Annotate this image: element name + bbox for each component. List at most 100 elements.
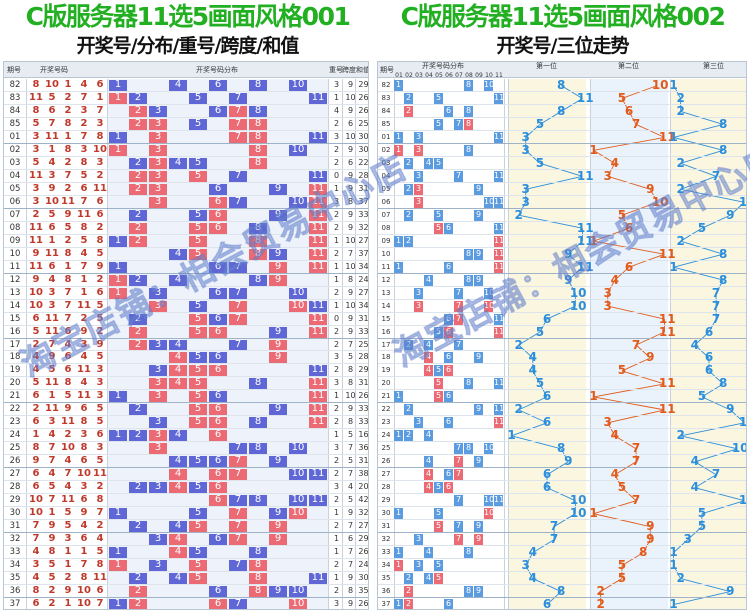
repeat-value: 1 — [333, 92, 340, 102]
period-label: 84 — [381, 106, 391, 115]
distribution-ball: 6 — [444, 352, 453, 364]
draw-number: 6 — [80, 182, 88, 194]
draw-number: 5 — [32, 377, 40, 389]
distribution-ball: 5 — [189, 481, 207, 494]
distribution-ball: 1 — [109, 429, 127, 442]
draw-number: 11 — [45, 312, 59, 324]
draw-number: 3 — [80, 338, 88, 350]
second-position-number: 11 — [658, 324, 676, 339]
distribution-ball: 5 — [189, 92, 207, 104]
distribution-ball: 4 — [169, 339, 187, 351]
period-label: 06 — [9, 196, 21, 207]
draw-number: 6 — [64, 325, 72, 337]
draw-number: 9 — [32, 273, 40, 285]
second-position-line-segment — [593, 240, 665, 255]
repeat-value: 2 — [333, 521, 340, 531]
distribution-ball: 3 — [414, 287, 423, 299]
third-position-number: 2 — [676, 103, 685, 118]
row-separator — [4, 454, 368, 456]
draw-number: 2 — [64, 91, 72, 103]
third-position-line-segment — [680, 578, 731, 592]
draw-number: 2 — [96, 325, 104, 337]
draw-number: 5 — [96, 247, 104, 259]
distribution-ball: 10 — [289, 144, 307, 156]
row-separator — [4, 389, 368, 391]
draw-number: 4 — [48, 429, 56, 441]
repeat-ball: 3 — [149, 390, 167, 403]
distribution-ball: 11 — [494, 196, 505, 208]
repeat-ball: 7 — [229, 520, 247, 533]
distribution-ball: 6 — [209, 183, 227, 195]
sum-value: 26 — [358, 599, 369, 609]
second-position-number: 7 — [631, 116, 641, 131]
draw-number: 7 — [48, 117, 56, 129]
first-position-number: 9 — [564, 272, 573, 287]
distribution-ball: 7 — [454, 521, 463, 533]
distribution-ball: 2 — [129, 572, 147, 585]
draw-number: 9 — [64, 585, 72, 597]
second-position-line-segment — [593, 396, 665, 411]
second-position-number: 1 — [589, 233, 598, 248]
repeat-ball: 3 — [414, 183, 423, 195]
third-position-line-segment — [673, 591, 731, 605]
row-separator — [4, 142, 368, 144]
repeat-ball: 11 — [309, 196, 327, 208]
distribution-ball: 9 — [474, 274, 483, 286]
row-separator — [4, 259, 368, 261]
row-separator — [4, 129, 368, 131]
draw-number: 5 — [48, 91, 56, 103]
repeat-ball: 8 — [249, 118, 267, 130]
draw-number: 11 — [77, 208, 91, 220]
third-position-line-segment — [729, 409, 745, 424]
draw-number: 2 — [64, 234, 72, 246]
distribution-ball: 4 — [169, 429, 187, 442]
repeat-ball: 2 — [129, 183, 147, 195]
row-separator — [4, 155, 368, 157]
row-separator — [378, 545, 746, 547]
column-separator — [508, 79, 509, 609]
third-position-number: 7 — [711, 168, 721, 183]
third-position-line-segment — [708, 318, 717, 333]
ball-header: 01 — [395, 72, 403, 79]
second-position-line-segment — [600, 578, 623, 592]
distribution-ball: 4 — [169, 572, 187, 585]
draw-number: 1 — [64, 130, 72, 142]
distribution-ball: 9 — [269, 507, 287, 520]
repeat-ball: 8 — [249, 144, 267, 156]
draw-number: 7 — [48, 442, 56, 454]
repeat-ball: 11 — [309, 261, 327, 273]
third-position-number: 8 — [718, 246, 728, 261]
repeat-ball: 2 — [129, 170, 147, 182]
second-position-number: 11 — [658, 402, 676, 417]
period-label: 17 — [9, 339, 21, 350]
sum-value: 35 — [358, 586, 369, 596]
repeat-value: 1 — [333, 235, 340, 245]
row-separator — [4, 324, 368, 326]
right-board-header: 期号 开奖号码分布 第一位 第二位 第三位 01 02 03 04 05 06 07 08 09… — [378, 62, 746, 79]
third-position-number: 5 — [697, 506, 707, 521]
repeat-ball: 5 — [189, 390, 207, 403]
second-position-number: 7 — [631, 493, 641, 508]
row-separator — [378, 272, 746, 274]
second-position-line-segment — [628, 253, 665, 268]
period-label: 02 — [381, 145, 391, 154]
period-label: 13 — [381, 288, 391, 297]
distribution-ball: 11 — [309, 92, 327, 104]
row-separator — [378, 311, 746, 313]
repeat-ball: 6 — [209, 364, 227, 377]
draw-number: 5 — [96, 416, 104, 428]
span-value: 9 — [347, 508, 354, 518]
repeat-value: 3 — [333, 131, 340, 141]
draw-number: 3 — [48, 416, 56, 428]
draw-number: 4 — [32, 572, 40, 584]
row-separator — [4, 467, 368, 469]
draw-number: 11 — [45, 377, 59, 389]
repeat-ball: 8 — [464, 118, 473, 130]
left-board-grid: 82 8 10 1 4 6 8 10 1 4 6 3 9 29 83 11 5 2 7 1 11 5 2 7 1 1 10 26 84 8… — [4, 79, 368, 609]
second-position-number: 3 — [603, 298, 612, 313]
draw-number: 3 — [80, 104, 88, 116]
distribution-ball: 2 — [404, 339, 413, 351]
third-position-line-segment — [694, 461, 717, 476]
draw-number: 7 — [80, 91, 88, 103]
draw-number: 9 — [80, 325, 88, 337]
